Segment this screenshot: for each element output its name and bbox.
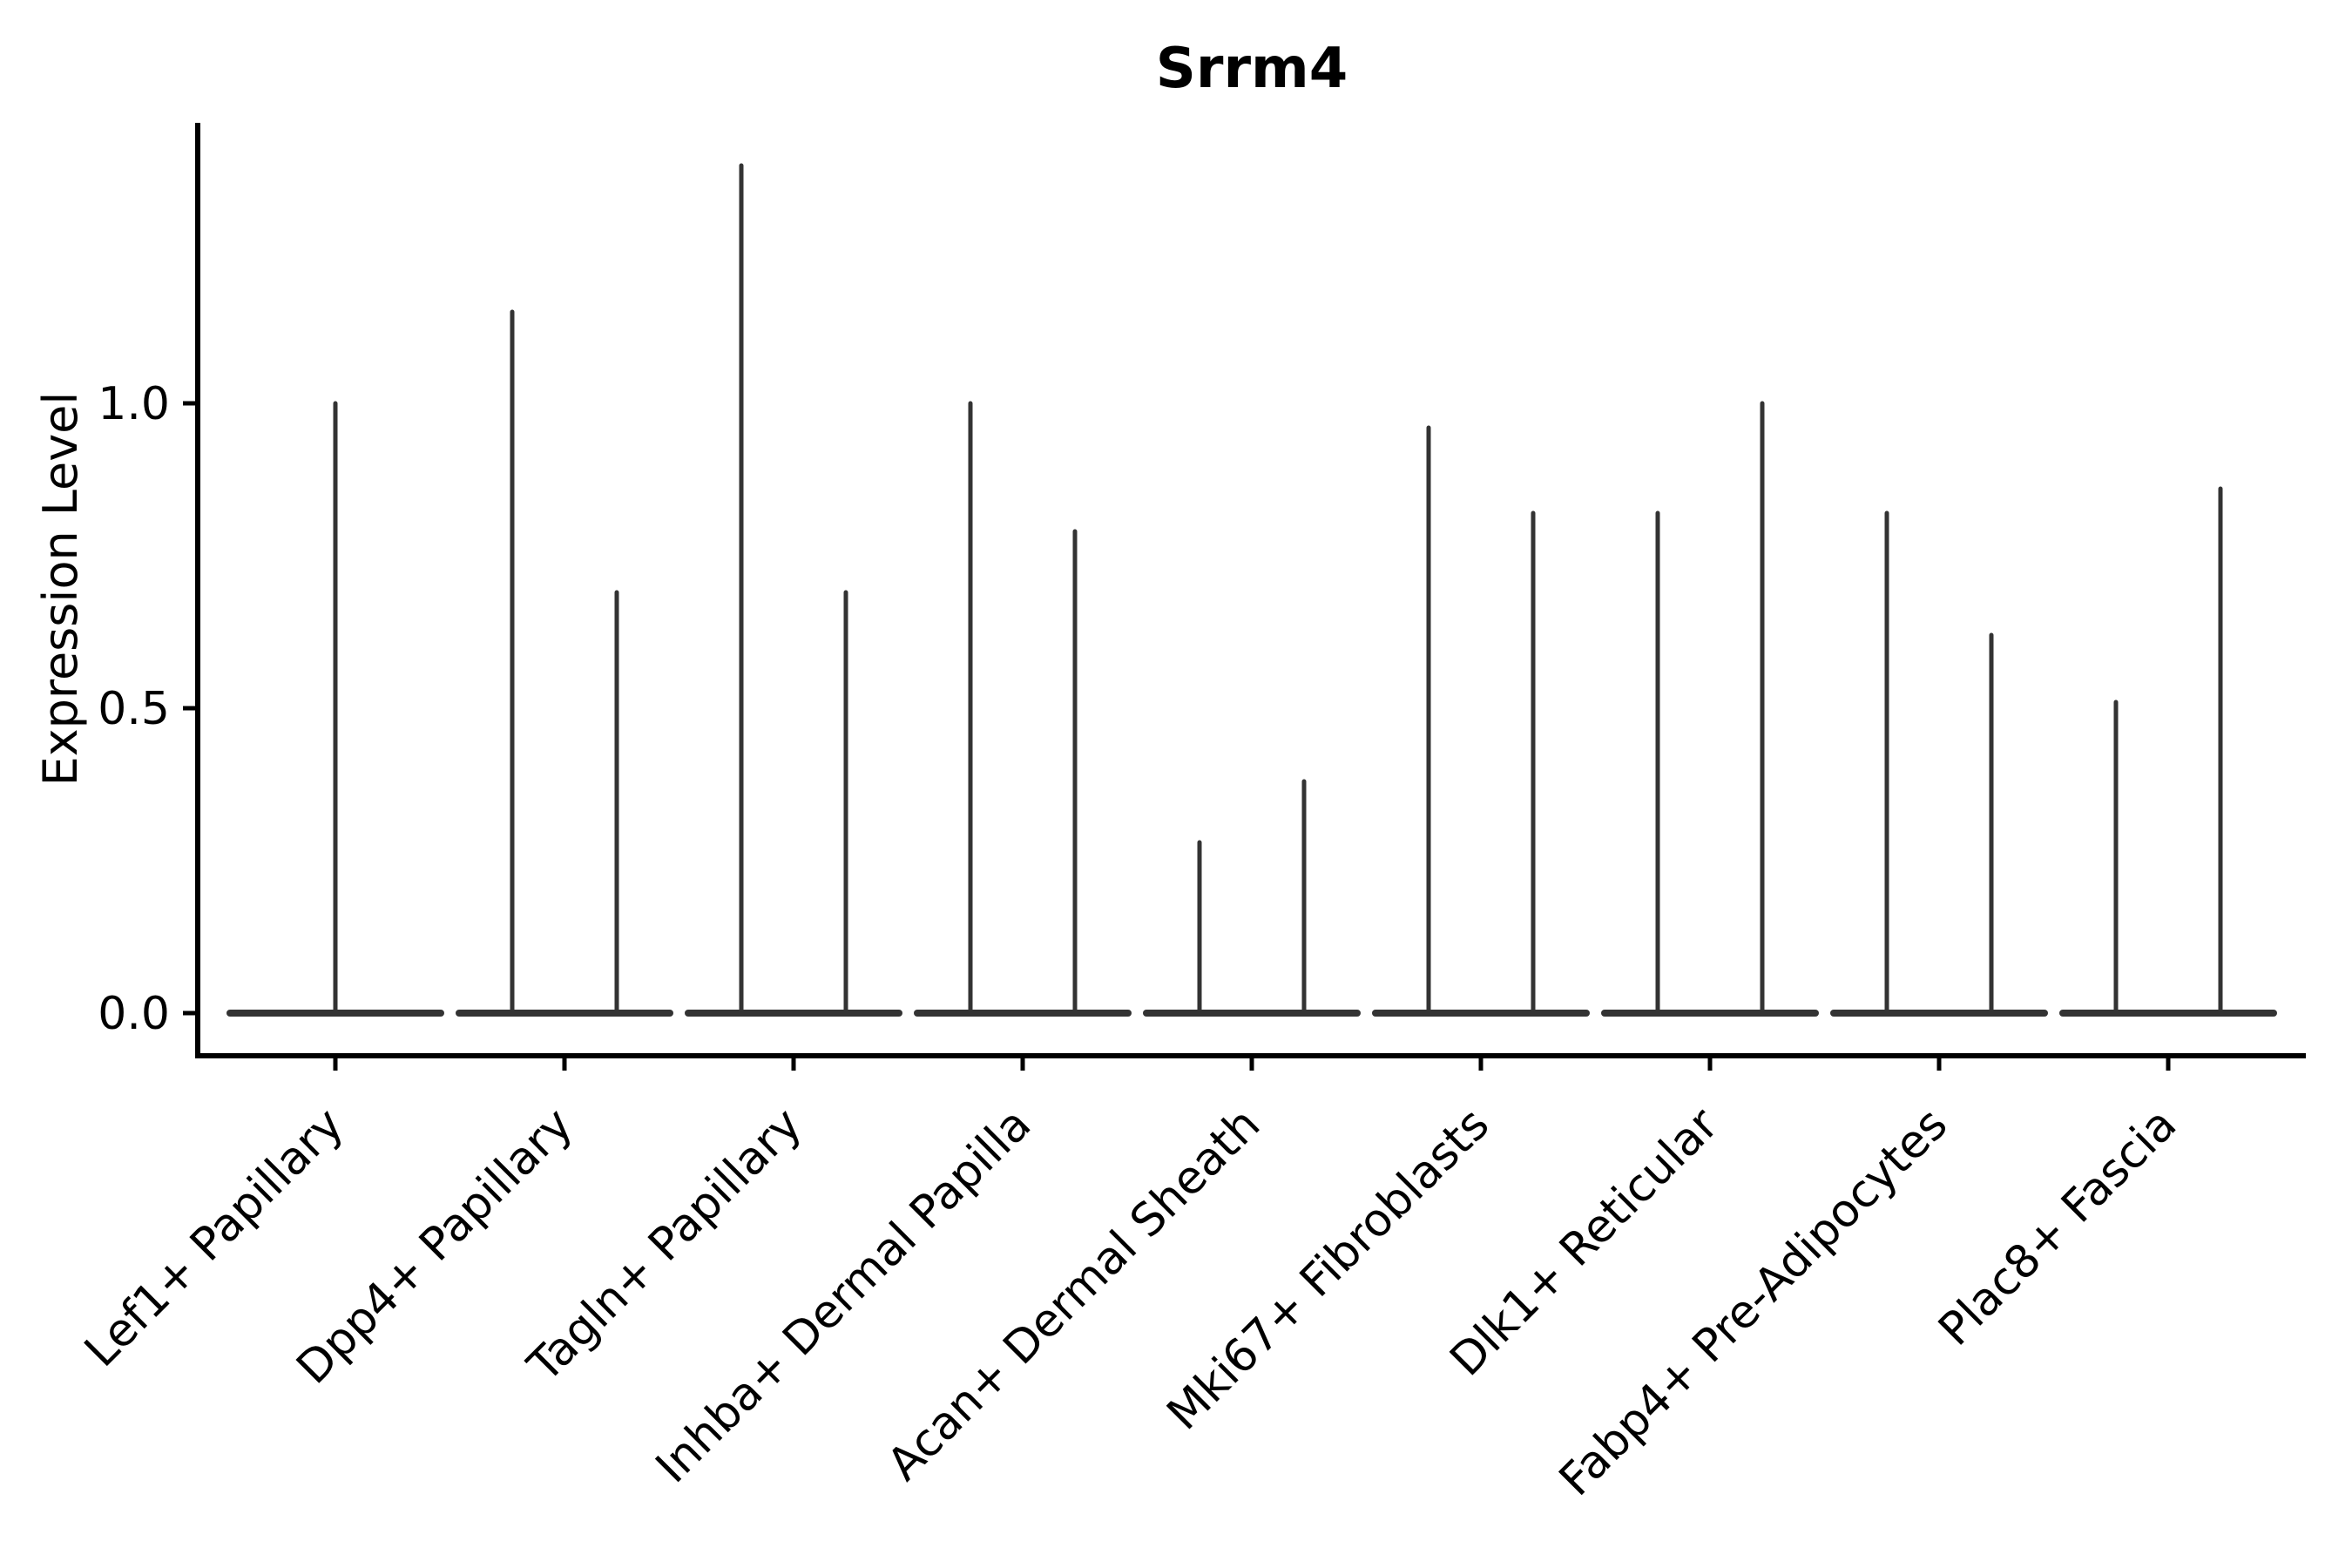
y-axis: 0.0 0.5 1.0 xyxy=(98,378,198,1040)
y-tick-label: 0.5 xyxy=(98,683,170,735)
violins xyxy=(226,163,2277,1017)
y-axis-label: Expression Level xyxy=(33,392,88,787)
y-tick-label: 0.0 xyxy=(98,988,170,1040)
y-tick-label: 1.0 xyxy=(98,378,170,430)
axes-spines xyxy=(195,123,2306,1058)
x-tick-label: Inhba+ Dermal Papilla xyxy=(646,1098,1041,1493)
x-tick-label: Fabp4+ Pre-Adipocytes xyxy=(1550,1098,1957,1506)
x-tick-label: Acan+ Dermal Sheath xyxy=(878,1098,1271,1491)
chart-title: Srrm4 xyxy=(1156,37,1348,101)
x-tick-label: Plac8+ Fascia xyxy=(1929,1098,2186,1356)
